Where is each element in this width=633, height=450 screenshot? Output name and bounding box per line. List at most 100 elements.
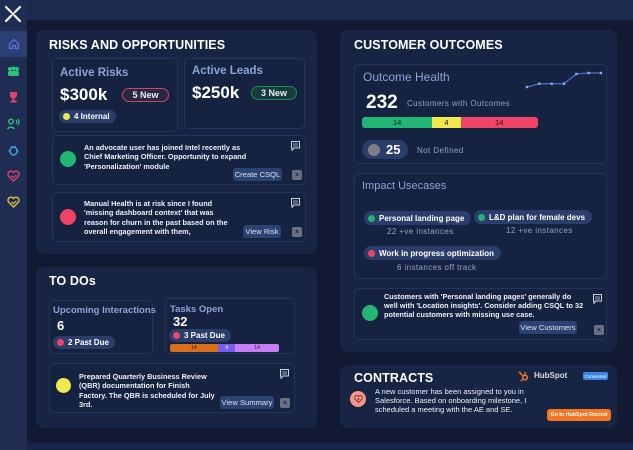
create-csql-button[interactable]: Create CSQL xyxy=(233,168,282,181)
close-icon[interactable]: × xyxy=(280,398,290,408)
usecase-name: Work in progress optimization xyxy=(379,248,494,258)
trophy-icon xyxy=(10,92,17,103)
usecase-chip[interactable]: Personal landing page xyxy=(364,211,472,225)
new-badge[interactable]: 5 New xyxy=(122,88,169,102)
past-due-badge[interactable]: 3 Past Due xyxy=(169,329,231,342)
view-customers-button[interactable]: View Customers xyxy=(519,321,577,334)
comment-icon[interactable] xyxy=(291,198,300,208)
health-segment-yellow: 4 xyxy=(432,117,461,128)
view-summary-button[interactable]: View Summary xyxy=(220,396,274,409)
comment-icon[interactable] xyxy=(280,369,289,379)
impact-usecases-card: Impact Usecases Personal landing page 22… xyxy=(354,173,607,279)
sidebar-item-heart-star[interactable] xyxy=(0,189,27,215)
usecase-caption: 6 instances off track xyxy=(397,263,477,272)
usecase-caption: 22 +ve instances xyxy=(387,227,454,236)
sidebar-item-voice[interactable] xyxy=(0,111,27,137)
heart-check-icon xyxy=(7,170,20,182)
close-icon[interactable]: × xyxy=(594,325,604,335)
insight-card: Manual Health is at risk since I found '… xyxy=(52,192,306,242)
sidebar xyxy=(0,0,27,450)
trend-point xyxy=(562,82,566,85)
tasks-value: 32 xyxy=(173,314,188,329)
trend-point xyxy=(525,85,529,89)
upcoming-interactions-card[interactable]: Upcoming Interactions 6 2 Past Due xyxy=(49,300,156,354)
gray-dot-icon xyxy=(368,143,380,156)
health-segment-green: 14 xyxy=(362,117,433,128)
comment-icon[interactable] xyxy=(593,294,602,304)
tasks-segment-orange: 14 xyxy=(170,344,218,352)
internal-badge[interactable]: 4 Internal xyxy=(59,110,116,123)
past-due-label: 2 Past Due xyxy=(68,338,109,347)
green-dot-icon xyxy=(478,213,485,221)
insight-text: An advocate user has joined Intel recent… xyxy=(84,143,247,171)
card-title: Active Leads xyxy=(192,65,263,77)
brand-logo-icon[interactable] xyxy=(4,5,22,23)
usecase-chip[interactable]: L&D plan for female devs xyxy=(474,210,593,224)
usecase-caption: 12 +ve instances xyxy=(506,226,573,235)
sidebar-item-trophy[interactable] xyxy=(0,84,27,110)
card-title: Upcoming Interactions xyxy=(53,305,156,316)
comment-icon[interactable] xyxy=(291,141,300,151)
panel-title: RISKS AND OPPORTUNITIES xyxy=(49,38,226,52)
internal-label: 4 Internal xyxy=(74,112,110,121)
usecase-name: Personal landing page xyxy=(379,213,465,223)
hubspot-logo-icon xyxy=(518,371,529,382)
bottom-bar xyxy=(27,443,633,450)
tasks-open-card[interactable]: Tasks Open 32 3 Past Due 14 4 14 xyxy=(165,298,295,354)
contracts-panel: CONTRACTS HubSpot Connected A new custom… xyxy=(340,365,617,428)
outcomes-count: 232 xyxy=(366,92,398,113)
heart-star-icon xyxy=(7,196,20,208)
connected-badge: Connected xyxy=(583,372,608,380)
close-icon[interactable]: × xyxy=(292,170,302,180)
insight-text: Customers with 'Personal landing pages' … xyxy=(384,292,584,319)
sidebar-item-bug[interactable] xyxy=(0,137,27,163)
view-risk-button[interactable]: View Risk xyxy=(243,225,281,238)
insight-card: An advocate user has joined Intel recent… xyxy=(52,135,306,185)
risks-panel: RISKS AND OPPORTUNITIES Active Risks $30… xyxy=(36,30,317,254)
active-leads-value: $250k xyxy=(192,83,240,102)
integration-name: HubSpot xyxy=(534,371,568,380)
card-title: Active Risks xyxy=(60,67,129,79)
red-dot-icon xyxy=(173,332,180,339)
outcomes-caption: Customers with Outcomes xyxy=(407,99,511,108)
todos-panel: TO DOs Upcoming Interactions 6 2 Past Du… xyxy=(36,267,317,428)
trend-point xyxy=(538,82,541,85)
sidebar-item-heart-check[interactable] xyxy=(0,163,27,189)
go-to-hubspot-record-button[interactable]: Go to HubSpot Record xyxy=(547,409,611,421)
status-dot-icon xyxy=(56,378,71,393)
outcome-health-card[interactable]: Outcome Health 232 Customers with Outcom… xyxy=(354,64,607,164)
usecase-chip[interactable]: Work in progress optimization xyxy=(364,246,501,260)
contract-status-icon xyxy=(350,391,366,407)
panel-title: CUSTOMER OUTCOMES xyxy=(354,38,503,52)
sidebar-item-home[interactable] xyxy=(0,31,27,57)
status-dot-icon xyxy=(60,151,76,167)
not-defined-badge[interactable]: 25 xyxy=(362,140,409,159)
active-leads-card[interactable]: Active Leads $250k 3 New xyxy=(184,58,305,129)
active-risks-value: $300k xyxy=(60,85,108,104)
tasks-segment-violet: 14 xyxy=(235,344,279,352)
active-risks-card[interactable]: Active Risks $300k 5 New 4 Internal xyxy=(52,58,178,132)
status-dot-icon xyxy=(60,209,76,225)
close-icon[interactable]: × xyxy=(292,227,302,237)
green-dot-icon xyxy=(368,214,375,222)
health-bar: 14 4 14 xyxy=(362,117,538,128)
sidebar-item-people[interactable] xyxy=(0,58,27,84)
trend-point xyxy=(550,82,553,85)
card-title: Tasks Open xyxy=(170,304,224,315)
trend-point xyxy=(599,71,603,75)
past-due-badge[interactable]: 2 Past Due xyxy=(53,336,115,349)
new-badge[interactable]: 3 New xyxy=(251,86,297,100)
insight-card: Customers with 'Personal landing pages' … xyxy=(354,288,607,340)
trend-point xyxy=(587,71,590,75)
home-icon xyxy=(8,38,19,50)
insight-card: Prepared Quarterly Business Review (QBR)… xyxy=(49,363,295,413)
panel-title: TO DOs xyxy=(49,274,96,288)
top-bar xyxy=(27,0,633,20)
card-title: Outcome Health xyxy=(363,70,450,84)
status-dot-icon xyxy=(362,305,378,321)
past-due-label: 3 Past Due xyxy=(184,331,225,340)
panel-title: CONTRACTS xyxy=(354,371,434,385)
health-segment-red: 14 xyxy=(460,117,538,128)
insight-text: Manual Health is at risk since I found '… xyxy=(84,199,228,237)
yellow-dot-icon xyxy=(63,113,70,120)
